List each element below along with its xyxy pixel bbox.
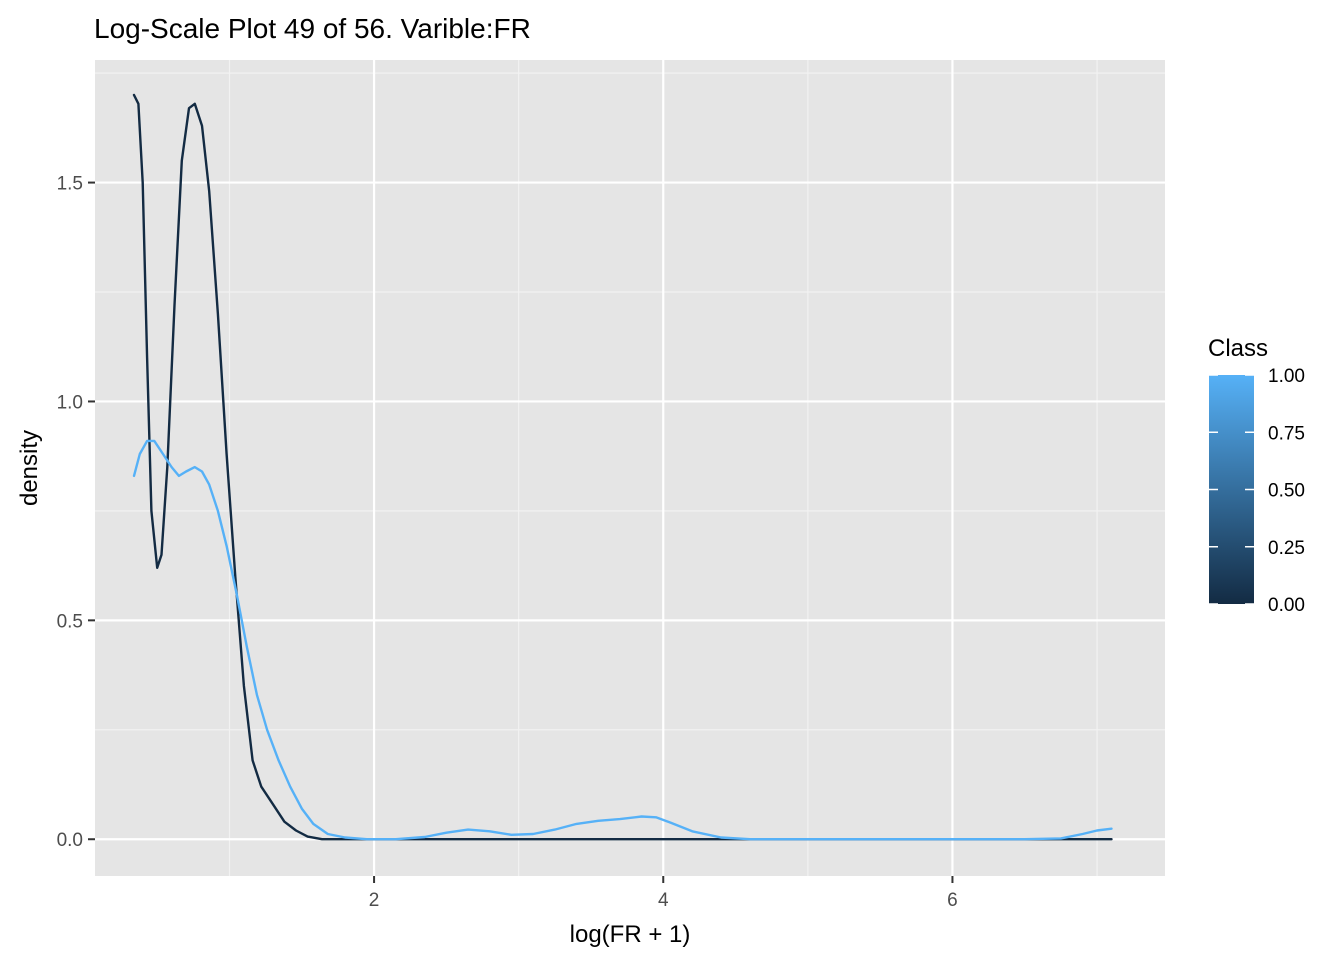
series-line-class-1: [132, 439, 1113, 841]
legend-tick-label: 0.75: [1268, 423, 1305, 444]
plot-panel: [95, 60, 1165, 876]
x-axis-label: log(FR + 1): [570, 921, 691, 948]
y-tick-label: 0.5: [57, 611, 83, 632]
series-lines: [132, 93, 1113, 841]
legend-tick-label: 1.00: [1268, 366, 1305, 387]
legend-tick-label: 0.25: [1268, 538, 1305, 559]
x-tick-label: 2: [369, 890, 380, 911]
grid-lines: [95, 60, 1165, 876]
y-tick-label: 1.5: [57, 174, 83, 195]
legend-tick-label: 0.00: [1268, 595, 1305, 616]
legend-title: Class: [1208, 335, 1268, 362]
y-axis: 0.0 0.5 1.0 1.5: [57, 174, 95, 851]
x-tick-label: 6: [947, 890, 958, 911]
x-tick-label: 4: [658, 890, 669, 911]
x-axis: 2 4 6: [369, 876, 958, 911]
y-tick-label: 1.0: [57, 392, 83, 413]
y-tick-label: 0.0: [57, 830, 83, 851]
chart-title: Log-Scale Plot 49 of 56. Varible:FR: [94, 13, 531, 44]
legend-tick-label: 0.50: [1268, 481, 1305, 502]
legend-ticks: 1.00 0.75 0.50 0.25 0.00: [1209, 366, 1305, 616]
y-axis-label: density: [16, 430, 43, 506]
legend: Class 1.00 0.75 0.50 0.25 0.00: [1208, 335, 1305, 616]
